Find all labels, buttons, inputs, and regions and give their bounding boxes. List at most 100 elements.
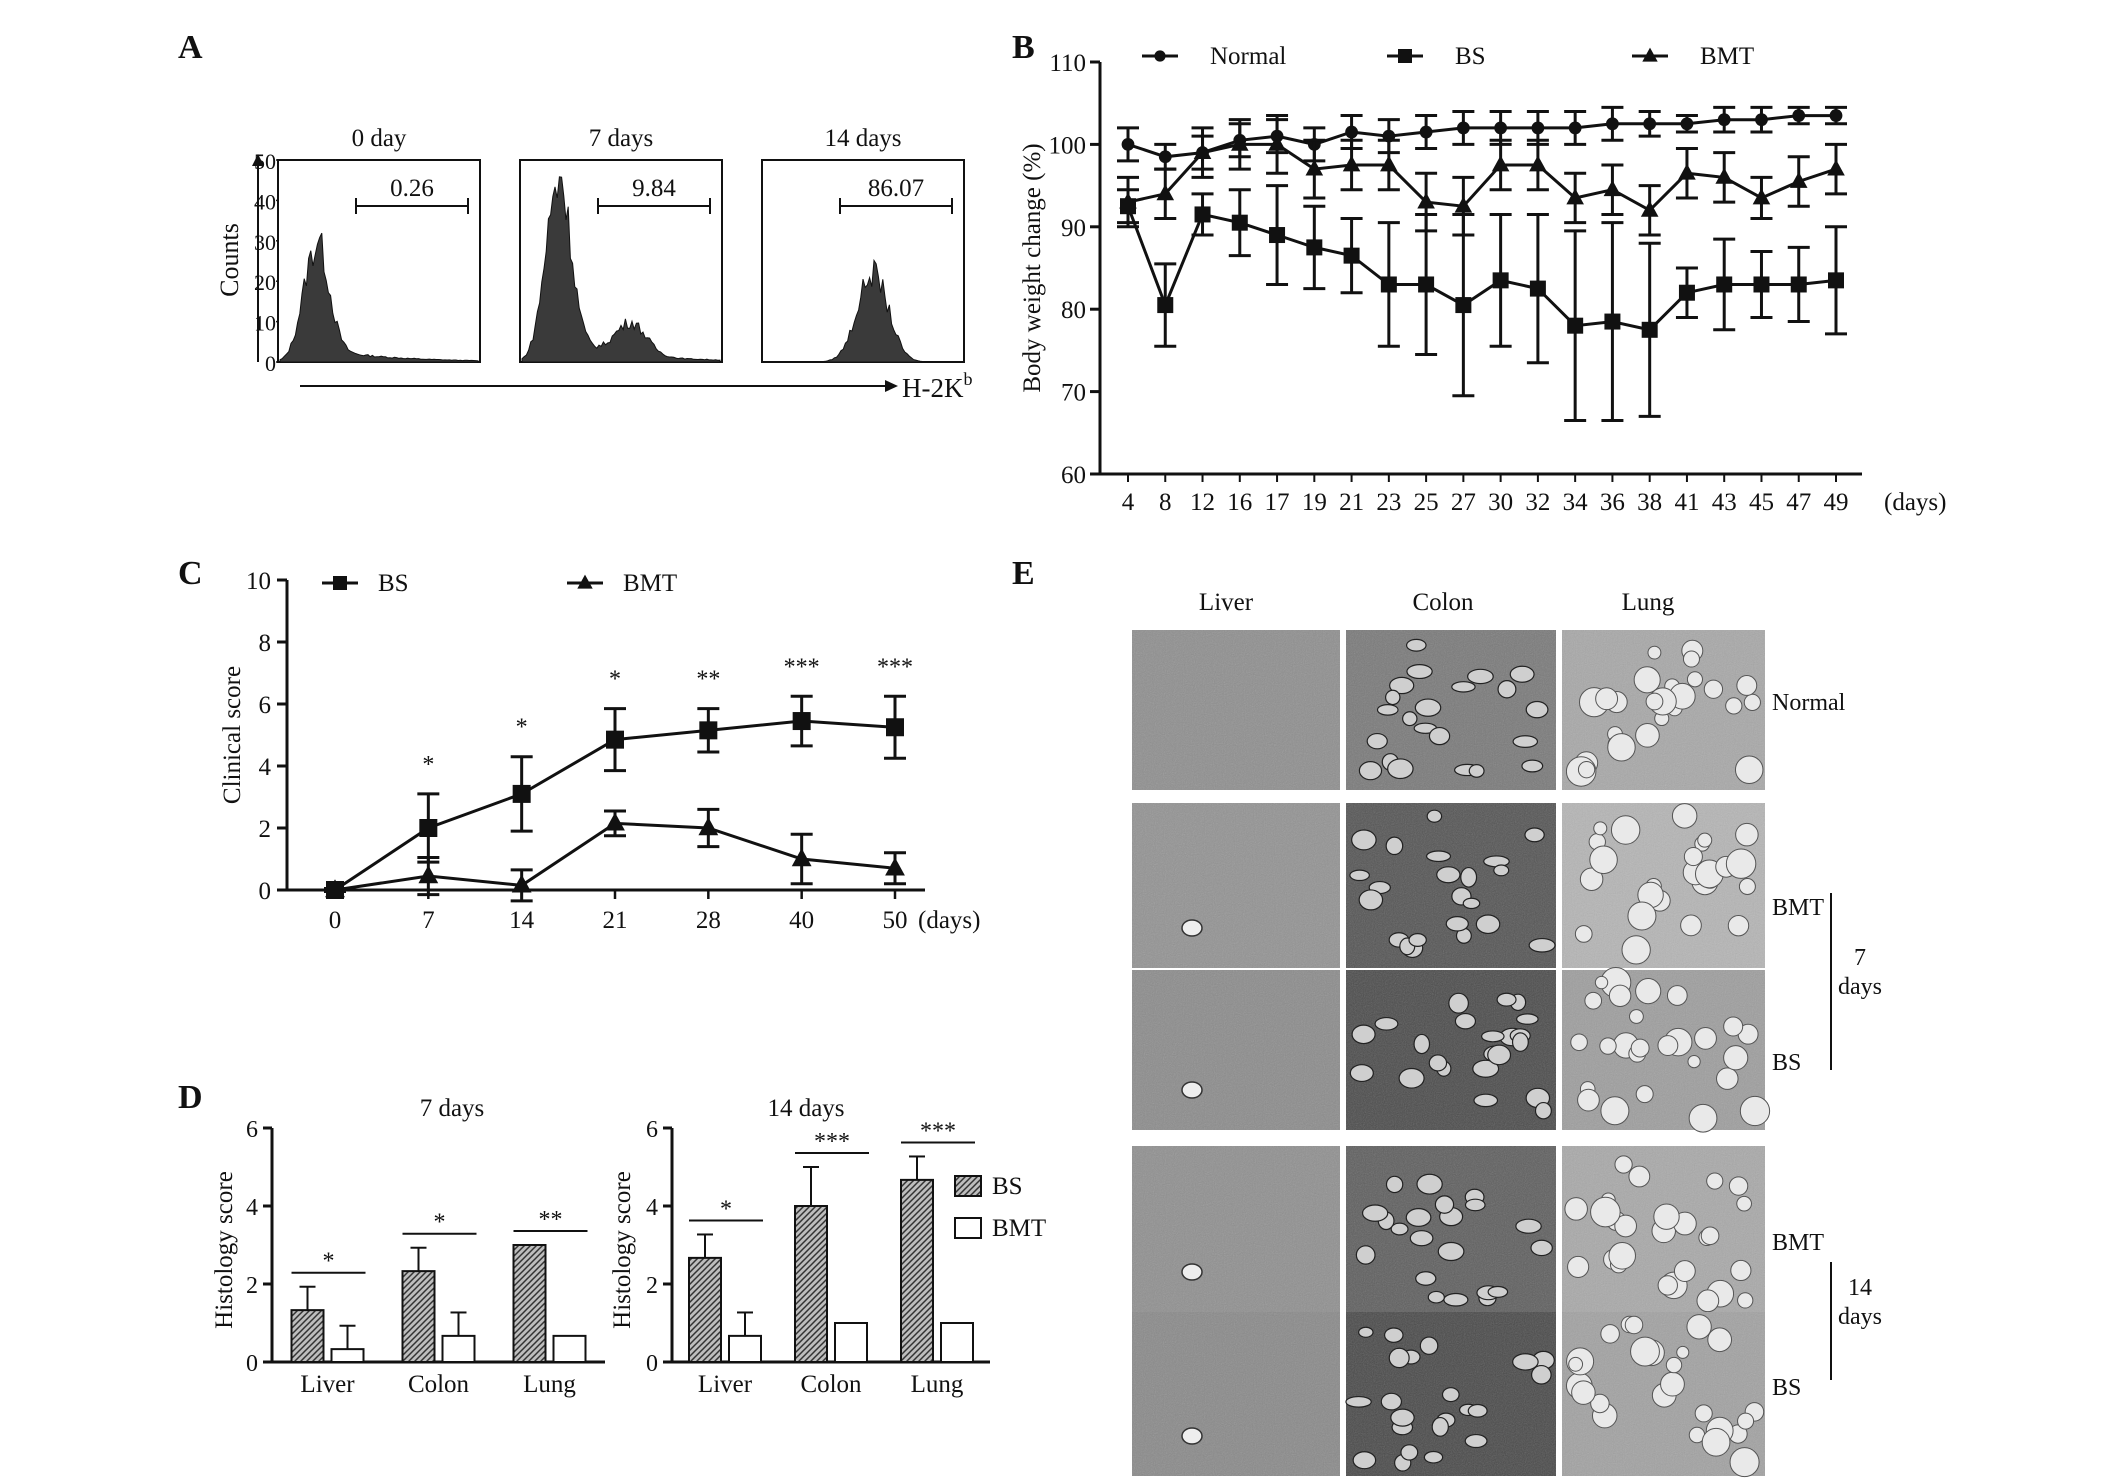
- b-y-tick-label: 90: [1061, 215, 1086, 242]
- b-data-point: [1828, 272, 1844, 289]
- d-bar-bmt: [330, 1348, 365, 1364]
- e-alveolus: [1727, 914, 1750, 937]
- e-alveolus: [1599, 1037, 1617, 1055]
- e-crypt: [1406, 664, 1433, 680]
- e-crypt: [1462, 897, 1481, 910]
- e-alveolus: [1739, 1095, 1771, 1127]
- e-alveolus: [1737, 1412, 1755, 1430]
- e-crypt: [1361, 1204, 1389, 1222]
- e-alveolus: [1570, 1033, 1588, 1052]
- e-crypt: [1390, 1408, 1415, 1427]
- a-histogram-fill: [521, 176, 721, 363]
- e-alveolus: [1635, 1085, 1654, 1104]
- a-histogram: 0 day 0.26: [277, 125, 481, 363]
- e-crypt: [1398, 1067, 1425, 1089]
- b-x-tick-label: 12: [1190, 489, 1215, 516]
- e-crypt: [1380, 1392, 1403, 1411]
- d-significance-marker: *: [720, 1196, 732, 1222]
- d-x-tick-label: Lung: [523, 1371, 576, 1398]
- e-crypt: [1524, 827, 1545, 843]
- e-alveolus: [1696, 1289, 1720, 1313]
- e-crypt: [1400, 1444, 1419, 1461]
- a-histogram-title: 14 days: [824, 125, 901, 152]
- b-data-point: [1343, 247, 1360, 264]
- e-row-bs-14: BS: [1772, 1375, 1801, 1401]
- b-x-tick-label: 30: [1488, 489, 1513, 516]
- c-data-point: [885, 857, 905, 876]
- b-y-tick-label: 70: [1061, 380, 1086, 407]
- d-bar-bs: [794, 1205, 828, 1363]
- d-y-tick-label: 4: [646, 1195, 658, 1221]
- panel-e: E Liver Colon Lung Normal BMT BS 7 days …: [1012, 555, 1882, 1478]
- e-crypt: [1385, 836, 1404, 856]
- panel-d: D 0 2 4 6 7 days Histology score Liver * Colon * L…: [178, 1079, 1046, 1398]
- d-y-tick-label: 6: [246, 1117, 258, 1143]
- e-alveolus: [1738, 878, 1756, 896]
- e-alveolus: [1697, 832, 1713, 848]
- e-micrograph-colon: [1346, 630, 1556, 790]
- e-crypt: [1415, 1271, 1437, 1286]
- e-crypt: [1515, 1218, 1542, 1234]
- e-alveolus: [1700, 1226, 1720, 1246]
- e-crypt: [1512, 735, 1539, 748]
- e-crypt: [1436, 866, 1461, 884]
- b-series-bs: [1117, 184, 1847, 422]
- e-crypt: [1467, 1403, 1488, 1418]
- e-crypt: [1358, 889, 1384, 911]
- b-y-tick-label: 110: [1049, 50, 1086, 77]
- e-micrograph-colon: [1346, 803, 1556, 968]
- e-alveolus: [1716, 1067, 1739, 1090]
- b-data-point: [1380, 155, 1398, 172]
- e-crypt: [1468, 764, 1485, 778]
- b-x-tick-label: 19: [1302, 489, 1327, 516]
- e-alveolus: [1735, 822, 1759, 847]
- b-x-tick-label: 21: [1339, 489, 1364, 516]
- b-legend-marker: [1398, 49, 1412, 63]
- e-crypt: [1413, 1033, 1431, 1055]
- d-bar-bs: [900, 1178, 934, 1363]
- b-data-point: [1157, 297, 1174, 314]
- b-x-tick-label: 38: [1637, 489, 1662, 516]
- e-alveolus: [1730, 1259, 1752, 1282]
- b-data-point: [1753, 276, 1770, 293]
- e-alveolus: [1564, 1197, 1588, 1221]
- c-x-axis-label: (days): [918, 907, 980, 934]
- b-y-tick-label: 80: [1061, 297, 1086, 324]
- b-data-point: [1531, 121, 1545, 135]
- b-x-tick-label: 25: [1414, 489, 1439, 516]
- a-y-axis-arrow: [252, 154, 264, 166]
- b-data-point: [1418, 276, 1435, 293]
- c-significance-marker: *: [516, 715, 528, 741]
- d-legend: BS BMT: [954, 1173, 1046, 1242]
- c-legend-marker: [333, 576, 347, 590]
- e-alveolus: [1628, 1165, 1651, 1188]
- c-data-point: [418, 865, 439, 884]
- e-alveolus: [1706, 1172, 1724, 1190]
- e-micrograph-texture: [1132, 970, 1340, 1130]
- b-data-point: [1566, 188, 1584, 205]
- e-alveolus: [1624, 1315, 1644, 1335]
- b-data-point: [1494, 121, 1508, 135]
- e-alveolus: [1593, 821, 1608, 836]
- b-data-point: [1641, 321, 1658, 338]
- b-data-point: [1419, 125, 1433, 139]
- e-crypt: [1525, 700, 1549, 719]
- e-micrograph-colon: [1346, 1146, 1556, 1312]
- e-crypt: [1426, 850, 1452, 863]
- e-crypt: [1441, 1387, 1460, 1403]
- e-crypt: [1376, 703, 1399, 716]
- b-data-point: [1529, 280, 1546, 297]
- b-legend-label: BS: [1455, 43, 1486, 70]
- d-legend-label: BMT: [992, 1215, 1046, 1242]
- d-bar-bmt: [441, 1334, 476, 1363]
- d-bar-bs: [290, 1309, 325, 1364]
- e-alveolus: [1686, 1314, 1712, 1340]
- d-bar-bmt: [834, 1322, 868, 1363]
- e-crypt: [1530, 1239, 1553, 1257]
- b-x-tick-label: 36: [1600, 489, 1625, 516]
- e-alveolus: [1728, 1176, 1749, 1196]
- e-micrograph-texture: [1132, 803, 1340, 968]
- d-legend-swatch: [954, 1175, 982, 1197]
- a-gate-value: 0.26: [390, 175, 434, 202]
- e-alveolus: [1614, 1155, 1633, 1174]
